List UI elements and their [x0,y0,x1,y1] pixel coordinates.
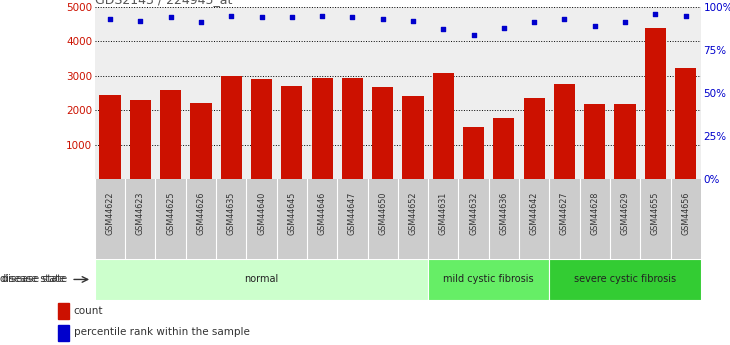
Point [377,16,388,22]
Bar [95,259,428,300]
Point [165,14,177,20]
Bar [402,96,423,179]
Point [347,14,358,20]
Bar [645,28,666,179]
Text: GSM44629: GSM44629 [620,191,629,235]
Text: GSM44635: GSM44635 [227,191,236,235]
Bar [312,78,333,179]
Text: GSM44623: GSM44623 [136,191,145,235]
Text: GSM44646: GSM44646 [318,191,326,235]
Point [195,20,207,25]
Text: GSM44652: GSM44652 [409,191,418,235]
Bar [281,86,302,179]
Text: disease state: disease state [0,275,68,284]
Text: GSM44628: GSM44628 [591,191,599,235]
Point [468,32,480,37]
Text: GDS2143 / 224945_at: GDS2143 / 224945_at [95,0,232,6]
Text: severe cystic fibrosis: severe cystic fibrosis [574,275,676,284]
Bar [463,127,484,179]
Text: GSM44632: GSM44632 [469,191,478,235]
Text: GSM44625: GSM44625 [166,191,175,235]
Bar [58,325,69,341]
Bar [523,98,545,179]
Bar [342,78,363,179]
Bar [428,259,550,300]
Text: GSM44645: GSM44645 [288,191,296,235]
Point [498,25,510,30]
Bar [191,103,212,179]
Text: GSM44626: GSM44626 [196,191,205,235]
Point [619,20,631,25]
Text: GSM44640: GSM44640 [257,191,266,235]
Bar [615,104,636,179]
Point [680,13,691,18]
Point [316,13,328,18]
Text: GSM44655: GSM44655 [651,191,660,235]
Text: GSM44650: GSM44650 [378,191,387,235]
Point [104,16,116,22]
Text: mild cystic fibrosis: mild cystic fibrosis [443,275,534,284]
Bar [372,87,393,179]
Text: normal: normal [245,275,279,284]
Point [529,20,540,25]
Bar [58,303,69,319]
Text: percentile rank within the sample: percentile rank within the sample [74,327,250,337]
Point [437,27,449,32]
Bar [550,259,701,300]
Point [589,23,601,29]
Point [286,14,298,20]
Text: GSM44631: GSM44631 [439,191,447,235]
Bar [251,79,272,179]
Text: GSM44627: GSM44627 [560,191,569,235]
Point [134,18,146,23]
Text: count: count [74,306,103,316]
Text: GSM44642: GSM44642 [530,191,539,235]
Bar [99,95,120,179]
Bar [493,118,515,179]
Text: GSM44622: GSM44622 [106,191,115,235]
Point [407,18,419,23]
Point [226,13,237,18]
Point [558,16,570,22]
Text: GSM44656: GSM44656 [681,191,690,235]
Point [650,11,661,17]
Text: disease state: disease state [2,275,67,284]
Text: GSM44636: GSM44636 [499,191,508,235]
Bar [584,104,605,179]
Bar [554,84,575,179]
Bar [130,100,151,179]
Bar [433,73,454,179]
Text: GSM44647: GSM44647 [348,191,357,235]
Point [255,14,267,20]
Bar [675,68,696,179]
Bar [220,76,242,179]
Bar [160,90,181,179]
